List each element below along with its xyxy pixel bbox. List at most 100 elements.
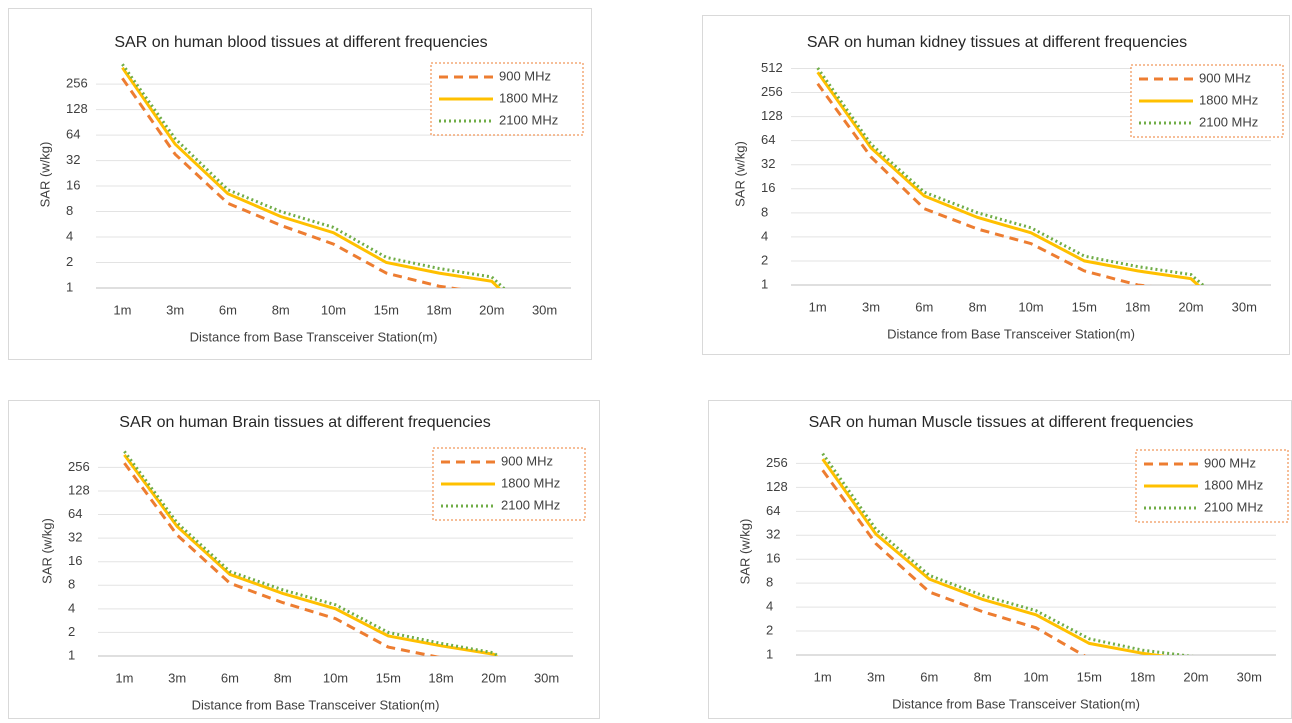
x-tick-label: 3m xyxy=(867,669,885,684)
series-line xyxy=(123,454,499,656)
y-tick-label: 4 xyxy=(66,228,73,243)
series-line xyxy=(121,77,462,288)
x-tick-label: 18m xyxy=(1130,669,1155,684)
x-tick-label: 8m xyxy=(974,669,992,684)
y-tick-label: 1 xyxy=(68,647,75,662)
series-line xyxy=(123,450,500,656)
x-tick-label: 6m xyxy=(219,302,237,317)
legend-label: 900 MHz xyxy=(499,68,551,83)
y-axis-label: SAR (w/kg) xyxy=(39,518,54,584)
x-axis-label: Distance from Base Transceiver Station(m… xyxy=(892,696,1140,711)
y-tick-label: 1 xyxy=(761,276,768,291)
legend-label: 1800 MHz xyxy=(501,475,560,490)
y-axis-label: SAR (w/kg) xyxy=(37,142,52,208)
x-axis-label: Distance from Base Transceiver Station(m… xyxy=(190,329,438,344)
y-tick-label: 512 xyxy=(761,60,783,75)
y-tick-label: 128 xyxy=(68,482,90,497)
y-tick-label: 64 xyxy=(68,506,82,521)
y-tick-label: 128 xyxy=(766,479,788,494)
legend-label: 2100 MHz xyxy=(499,112,558,127)
x-tick-label: 3m xyxy=(166,302,184,317)
y-tick-label: 2 xyxy=(766,622,773,637)
y-tick-label: 8 xyxy=(761,204,768,219)
chart: SAR on human blood tissues at different … xyxy=(37,34,584,344)
y-tick-label: 32 xyxy=(761,156,775,171)
series-line xyxy=(121,63,506,288)
y-tick-label: 16 xyxy=(766,551,780,566)
x-tick-label: 1m xyxy=(115,670,133,685)
legend-label: 1800 MHz xyxy=(1204,477,1263,492)
x-tick-label: 3m xyxy=(862,299,880,314)
chart-title: SAR on human Brain tissues at different … xyxy=(119,414,490,431)
chart-panel: SAR on human kidney tissues at different… xyxy=(702,15,1290,355)
chart-title: SAR on human kidney tissues at different… xyxy=(807,34,1187,51)
y-tick-label: 1 xyxy=(66,279,73,294)
x-tick-label: 15m xyxy=(1077,669,1102,684)
x-tick-label: 1m xyxy=(809,299,827,314)
series-line xyxy=(816,71,1201,285)
x-tick-label: 6m xyxy=(920,669,938,684)
legend-label: 900 MHz xyxy=(1204,455,1256,470)
x-tick-label: 30m xyxy=(1232,299,1257,314)
series-line xyxy=(123,462,441,656)
legend-label: 1800 MHz xyxy=(499,90,558,105)
y-tick-label: 16 xyxy=(761,180,775,195)
x-tick-label: 20m xyxy=(1183,669,1208,684)
y-tick-label: 256 xyxy=(68,459,90,474)
y-tick-label: 16 xyxy=(68,553,82,568)
y-tick-label: 4 xyxy=(761,228,768,243)
x-tick-label: 8m xyxy=(274,670,292,685)
y-tick-label: 32 xyxy=(66,152,80,167)
y-tick-label: 2 xyxy=(66,254,73,269)
x-axis-label: Distance from Base Transceiver Station(m… xyxy=(887,326,1135,341)
y-tick-label: 256 xyxy=(761,84,783,99)
y-tick-label: 256 xyxy=(66,76,88,91)
x-tick-label: 10m xyxy=(321,302,346,317)
x-axis-label: Distance from Base Transceiver Station(m… xyxy=(192,697,440,712)
x-tick-label: 10m xyxy=(323,670,348,685)
y-tick-label: 8 xyxy=(66,203,73,218)
chart-panel: SAR on human blood tissues at different … xyxy=(8,8,592,360)
x-tick-label: 1m xyxy=(113,302,131,317)
chart: SAR on human kidney tissues at different… xyxy=(732,34,1284,341)
x-tick-label: 10m xyxy=(1023,669,1048,684)
legend-label: 1800 MHz xyxy=(1199,92,1258,107)
x-tick-label: 6m xyxy=(915,299,933,314)
legend-label: 2100 MHz xyxy=(501,497,560,512)
x-tick-label: 30m xyxy=(534,670,559,685)
legend-label: 900 MHz xyxy=(501,453,553,468)
series-line xyxy=(821,469,1087,655)
x-tick-label: 15m xyxy=(374,302,399,317)
x-tick-label: 30m xyxy=(1237,669,1262,684)
series-line xyxy=(816,67,1206,285)
x-tick-label: 30m xyxy=(532,302,557,317)
x-tick-label: 1m xyxy=(814,669,832,684)
y-tick-label: 16 xyxy=(66,177,80,192)
series-line xyxy=(121,66,501,288)
chart-panel: SAR on human Muscle tissues at different… xyxy=(708,400,1292,719)
y-tick-label: 64 xyxy=(761,132,775,147)
x-tick-label: 3m xyxy=(168,670,186,685)
y-tick-label: 64 xyxy=(766,503,780,518)
legend-label: 2100 MHz xyxy=(1204,499,1263,514)
chart-title: SAR on human blood tissues at different … xyxy=(114,34,487,51)
y-tick-label: 2 xyxy=(761,252,768,267)
x-tick-label: 15m xyxy=(1072,299,1097,314)
x-tick-label: 15m xyxy=(376,670,401,685)
y-tick-label: 8 xyxy=(68,577,75,592)
series-line xyxy=(816,82,1153,285)
x-tick-label: 8m xyxy=(272,302,290,317)
x-tick-label: 20m xyxy=(481,670,506,685)
legend-label: 900 MHz xyxy=(1199,70,1251,85)
x-tick-label: 18m xyxy=(426,302,451,317)
y-tick-label: 32 xyxy=(68,530,82,545)
x-tick-label: 18m xyxy=(1125,299,1150,314)
y-axis-label: SAR (w/kg) xyxy=(737,519,752,585)
y-axis-label: SAR (w/kg) xyxy=(732,141,747,207)
y-tick-label: 256 xyxy=(766,455,788,470)
x-tick-label: 20m xyxy=(1178,299,1203,314)
chart-title: SAR on human Muscle tissues at different… xyxy=(809,414,1194,431)
y-tick-label: 128 xyxy=(761,108,783,123)
y-tick-label: 32 xyxy=(766,527,780,542)
